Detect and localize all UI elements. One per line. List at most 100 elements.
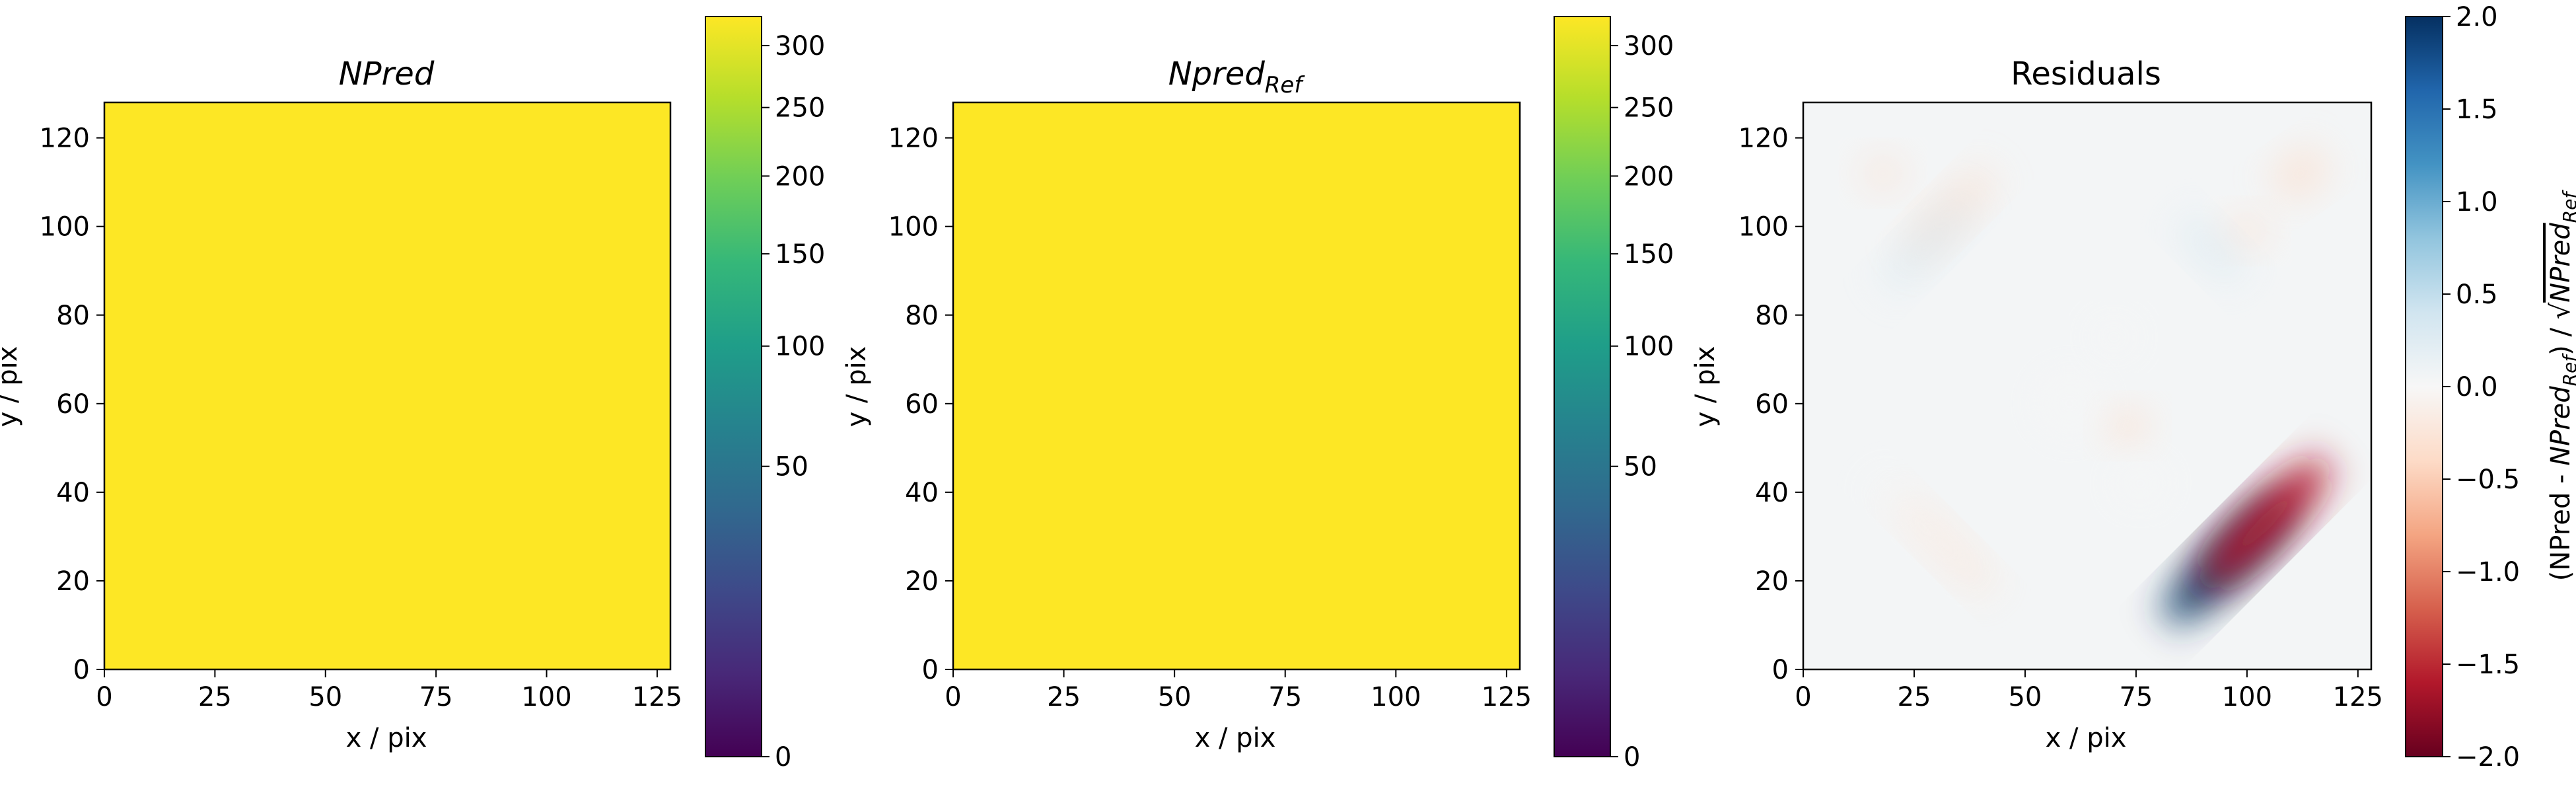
colorbar-tick-label: −0.5 xyxy=(2456,465,2520,495)
y-tick-label: 40 xyxy=(1755,478,1789,508)
npred-ref-title-main: Npred xyxy=(1168,56,1266,93)
residuals-frame xyxy=(1802,101,2373,671)
npred-panel: NPred 0 25 50 75 100 125 0 20 40 60 80 100 120 x / … xyxy=(0,16,825,773)
colorbar-tick-label: 150 xyxy=(775,239,825,270)
x-tick-label: 25 xyxy=(198,682,232,712)
colorbar-tick-label: 300 xyxy=(775,31,825,61)
colorbar-tick-label: 0 xyxy=(1624,742,1640,773)
cbar-label-part-3: Ref xyxy=(2559,353,2576,387)
colorbar-tick-label: −2.0 xyxy=(2456,742,2520,773)
residual-blob xyxy=(2104,408,2150,444)
y-tick-label: 40 xyxy=(56,478,90,508)
y-tick-label: 60 xyxy=(905,389,939,420)
x-tick-label: 100 xyxy=(2222,682,2272,712)
x-tick-label: 75 xyxy=(2119,682,2153,712)
residuals-colorbar xyxy=(2405,16,2443,757)
colorbar-tick-label: 1.5 xyxy=(2456,94,2498,125)
colorbar-tick-label: 250 xyxy=(775,93,825,124)
colorbar-tick-label: −1.0 xyxy=(2456,557,2520,587)
residuals-x-ticks: 0 25 50 75 100 125 xyxy=(1795,669,2383,712)
colorbar-tick-label: 0 xyxy=(775,742,791,773)
y-tick-label: 80 xyxy=(905,301,939,331)
y-tick-label: 20 xyxy=(1755,566,1789,597)
y-tick-label: 0 xyxy=(73,655,90,685)
residuals-colorbar-ticks: −2.0 −1.5 −1.0 −0.5 0.0 0.5 1.0 1.5 2.0 xyxy=(2443,2,2520,773)
x-tick-label: 75 xyxy=(419,682,453,712)
x-tick-label: 0 xyxy=(1795,682,1811,712)
y-tick-label: 60 xyxy=(56,389,90,420)
residual-blob xyxy=(2177,215,2246,283)
y-tick-label: 20 xyxy=(905,566,939,597)
x-tick-label: 50 xyxy=(1158,682,1192,712)
y-tick-label: 120 xyxy=(1738,124,1789,154)
residual-blob xyxy=(2091,319,2136,356)
npred-ref-x-ticks: 0 25 50 75 100 125 xyxy=(945,669,1532,712)
colorbar-tick-label: 1.0 xyxy=(2456,187,2498,217)
colorbar-tick-label: 2.0 xyxy=(2456,2,2498,32)
cbar-label-part-2: NPred xyxy=(2546,386,2576,466)
residual-blob xyxy=(1871,476,1975,580)
colorbar-tick-label: −1.5 xyxy=(2456,650,2520,680)
y-tick-label: 80 xyxy=(56,301,90,331)
y-tick-label: 120 xyxy=(888,124,939,154)
colorbar-tick-label: 100 xyxy=(1624,332,1674,362)
x-tick-label: 50 xyxy=(2008,682,2042,712)
cbar-label-part-5: NPred xyxy=(2546,223,2576,303)
colorbar-tick-label: 50 xyxy=(1624,452,1657,482)
x-tick-label: 0 xyxy=(96,682,112,712)
npred-title: NPred xyxy=(339,56,435,93)
colorbar-tick-label: 300 xyxy=(1624,31,1674,61)
y-tick-label: 40 xyxy=(905,478,939,508)
residual-blob xyxy=(2225,213,2270,249)
npred-x-label: x / pix xyxy=(346,723,427,753)
residuals-y-ticks: 0 20 40 60 80 100 120 xyxy=(1738,124,1803,685)
x-tick-label: 25 xyxy=(1898,682,1931,712)
y-tick-label: 60 xyxy=(1755,389,1789,420)
residual-blob xyxy=(2200,458,2330,588)
y-tick-label: 0 xyxy=(1772,655,1789,685)
npred-ref-heatmap xyxy=(953,102,1520,669)
residual-blob xyxy=(1881,198,1974,290)
npred-ref-panel: NpredRef 0 25 50 75 100 125 0 20 40 60 80 100 120 x… xyxy=(841,16,1674,773)
x-tick-label: 100 xyxy=(521,682,571,712)
npred-y-label: y / pix xyxy=(0,346,23,428)
colorbar-tick-label: 200 xyxy=(775,161,825,192)
x-tick-label: 75 xyxy=(1268,682,1302,712)
residuals-x-label: x / pix xyxy=(2046,723,2127,753)
npred-y-ticks: 0 20 40 60 80 100 120 xyxy=(40,124,104,685)
colorbar-tick-label: 100 xyxy=(775,332,825,362)
colorbar-tick-label: 250 xyxy=(1624,93,1674,124)
npred-ref-x-label: x / pix xyxy=(1195,723,1276,753)
colorbar-tick-label: 200 xyxy=(1624,161,1674,192)
cbar-label-part-4: ) / √ xyxy=(2546,302,2576,356)
colorbar-tick-label: 0.0 xyxy=(2456,372,2498,402)
residual-blob xyxy=(2272,147,2329,199)
npred-frame xyxy=(103,101,672,671)
x-tick-label: 50 xyxy=(308,682,342,712)
y-tick-label: 100 xyxy=(1738,212,1789,243)
npred-ref-colorbar xyxy=(1554,16,1611,757)
residuals-heatmap xyxy=(1861,147,2330,624)
npred-colorbar xyxy=(705,16,762,757)
npred-x-ticks: 0 25 50 75 100 125 xyxy=(96,669,682,712)
colorbar-tick-label: 50 xyxy=(775,452,808,482)
residual-blob xyxy=(1861,155,1906,192)
npred-ref-y-label: y / pix xyxy=(841,346,872,428)
cbar-label-part-6: Ref xyxy=(2559,190,2576,223)
colorbar-tick-label: 0.5 xyxy=(2456,280,2498,310)
npred-ref-title-subscript: Ref xyxy=(1265,72,1306,98)
x-tick-label: 100 xyxy=(1371,682,1421,712)
cbar-label-part-1: (NPred - xyxy=(2546,466,2576,581)
y-tick-label: 120 xyxy=(40,124,90,154)
residual-blob xyxy=(2034,368,2105,439)
y-tick-label: 0 xyxy=(922,655,939,685)
x-tick-label: 125 xyxy=(632,682,682,712)
npred-heatmap xyxy=(104,102,670,669)
npred-ref-y-ticks: 0 20 40 60 80 100 120 xyxy=(888,124,953,685)
x-tick-label: 125 xyxy=(1482,682,1532,712)
residuals-colorbar-label: (NPred - NPredRef) / √NPredRef xyxy=(2546,190,2576,582)
npred-ref-colorbar-ticks: 0 50 100 150 200 250 300 xyxy=(1610,31,1674,773)
x-tick-label: 0 xyxy=(945,682,961,712)
y-tick-label: 100 xyxy=(888,212,939,243)
